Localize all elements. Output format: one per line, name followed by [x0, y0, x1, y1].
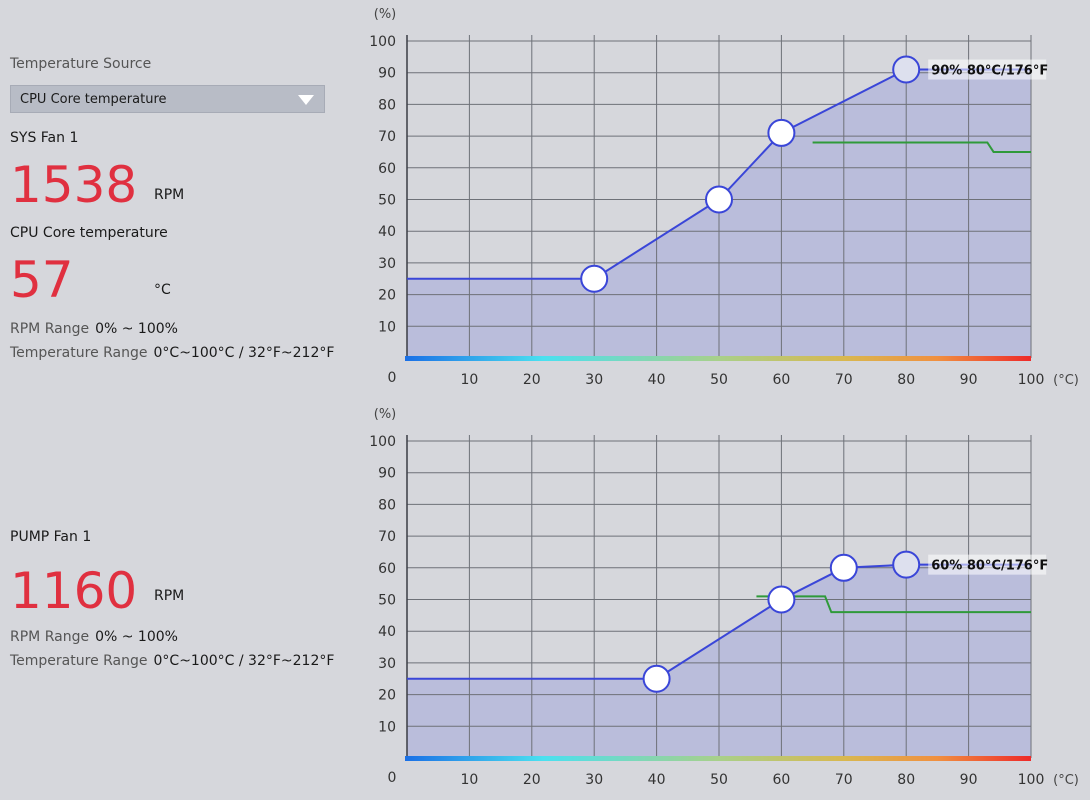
- sys-rpm-range-label: RPM Range: [10, 321, 90, 337]
- sys-fan-name: SYS Fan 1: [10, 130, 79, 146]
- pump-curve-control-point[interactable]: [642, 664, 671, 693]
- sys-x-tick-label: 90: [960, 372, 978, 388]
- sys-fan-rpm-unit: RPM: [154, 187, 185, 203]
- temperature-source-dropdown[interactable]: CPU Core temperature: [10, 85, 325, 113]
- pump-y-tick-label: 100: [369, 434, 396, 450]
- pump-curve-control-point[interactable]: [767, 585, 796, 614]
- pump-x-tick-label: 60: [772, 772, 790, 788]
- sys-curve-control-point[interactable]: [580, 264, 609, 293]
- sys-rpm-range: RPM Range 0% ~ 100%: [10, 321, 178, 337]
- sys-x-tick-label: 40: [648, 372, 666, 388]
- sys-y-tick-label: 10: [378, 319, 396, 335]
- sys-active-point-label: 90% 80°C/176°F: [931, 64, 1048, 79]
- pump-y-tick-label: 50: [378, 593, 396, 609]
- sys-x-tick-label: 50: [710, 372, 728, 388]
- sys-y-tick-label: 100: [369, 34, 396, 50]
- pump-curve-control-point[interactable]: [829, 553, 858, 582]
- pump-temp-range-label: Temperature Range: [10, 653, 148, 669]
- pump-curve-control-point[interactable]: [892, 550, 921, 579]
- sys-fan-rpm-value: 1538: [10, 156, 138, 214]
- sys-curve-control-point[interactable]: [705, 185, 733, 214]
- sys-temp-range-label: Temperature Range: [10, 345, 148, 361]
- sys-temp-range: Temperature Range 0°C~100°C / 32°F~212°F: [10, 345, 334, 361]
- pump-fan-name: PUMP Fan 1: [10, 529, 92, 545]
- cpu-temp-unit: °C: [154, 282, 171, 298]
- pump-active-point-label-bg: [928, 554, 1047, 575]
- pump-temp-range-value: 0°C~100°C / 32°F~212°F: [153, 653, 335, 669]
- pump-rpm-range-value: 0% ~ 100%: [95, 629, 178, 645]
- cpu-temp-label: CPU Core temperature: [10, 225, 168, 241]
- sys-x-tick-label: 20: [523, 372, 541, 388]
- sys-x-tick-label: 10: [460, 372, 478, 388]
- sys-curve-control-point[interactable]: [892, 55, 921, 84]
- pump-y-tick-label: 30: [378, 656, 396, 672]
- sys-y-tick-label: 90: [378, 66, 396, 82]
- sys-curve-control-point[interactable]: [767, 118, 796, 147]
- sys-x-tick-label: 70: [835, 372, 853, 388]
- sys-y-tick-label: 20: [378, 288, 396, 304]
- pump-y-tick-label: 60: [378, 561, 396, 577]
- pump-y-tick-label: 20: [378, 688, 396, 704]
- temperature-source-value: CPU Core temperature: [20, 92, 167, 107]
- sys-fan-curve-chart[interactable]: 10 20 30 40 50 60 70 80 90 100 10 20 30 40 50 60 70 80 90 1…: [0, 0, 1090, 400]
- sys-y-tick-label: 30: [378, 256, 396, 272]
- chevron-down-icon: [298, 95, 314, 105]
- sys-y-tick-label: 40: [378, 224, 396, 240]
- sys-y-tick-label: 80: [378, 97, 396, 113]
- pump-x-tick-label: 10: [460, 772, 478, 788]
- sys-temp-range-value: 0°C~100°C / 32°F~212°F: [153, 345, 335, 361]
- pump-rpm-range-label: RPM Range: [10, 629, 90, 645]
- pump-y-unit-label: (%): [374, 407, 397, 422]
- pump-y-tick-label: 40: [378, 624, 396, 640]
- cpu-temp-value: 57: [10, 251, 74, 309]
- pump-origin-label: 0: [388, 770, 397, 786]
- sys-origin-label: 0: [388, 370, 397, 386]
- sys-y-unit-label: (%): [374, 7, 397, 22]
- pump-x-tick-label: 40: [648, 772, 666, 788]
- sys-y-tick-label: 70: [378, 129, 396, 145]
- pump-fan-curve-line: [407, 563, 1031, 680]
- sys-y-tick-label: 50: [378, 193, 396, 209]
- sys-x-tick-label: 30: [585, 372, 603, 388]
- sys-current-reading-line: [812, 141, 1031, 153]
- pump-x-tick-label: 90: [960, 772, 978, 788]
- sys-temperature-gradient-bar: [405, 356, 1031, 361]
- pump-x-tick-label: 80: [897, 772, 915, 788]
- sys-x-tick-label: 100: [1018, 372, 1045, 388]
- pump-y-tick-label: 10: [378, 719, 396, 735]
- pump-x-unit-label: (°C): [1053, 773, 1079, 788]
- sys-fan-curve-line: [407, 68, 1031, 280]
- pump-fan-rpm-value: 1160: [10, 562, 138, 620]
- pump-y-tick-label: 80: [378, 497, 396, 513]
- pump-x-tick-label: 100: [1018, 772, 1045, 788]
- pump-fan-curve-chart[interactable]: 10 20 30 40 50 60 70 80 90 100 10 20 30 40 50 60 70 80 90 1…: [0, 400, 1090, 800]
- temperature-source-label: Temperature Source: [10, 56, 152, 72]
- sys-active-point-label-bg: [928, 59, 1047, 80]
- sys-x-unit-label: (°C): [1053, 373, 1079, 388]
- sys-rpm-range-value: 0% ~ 100%: [95, 321, 178, 337]
- pump-fan-rpm-unit: RPM: [154, 588, 185, 604]
- pump-active-point-label: 60% 80°C/176°F: [931, 559, 1048, 574]
- pump-temp-range: Temperature Range 0°C~100°C / 32°F~212°F: [10, 653, 334, 669]
- pump-x-tick-label: 30: [585, 772, 603, 788]
- sys-x-tick-label: 60: [772, 372, 790, 388]
- pump-rpm-range: RPM Range 0% ~ 100%: [10, 629, 178, 645]
- pump-y-tick-label: 70: [378, 529, 396, 545]
- pump-temperature-gradient-bar: [405, 756, 1031, 761]
- pump-y-tick-label: 90: [378, 466, 396, 482]
- sys-y-tick-label: 60: [378, 161, 396, 177]
- pump-x-tick-label: 50: [710, 772, 728, 788]
- pump-x-tick-label: 20: [523, 772, 541, 788]
- sys-x-tick-label: 80: [897, 372, 915, 388]
- pump-x-tick-label: 70: [835, 772, 853, 788]
